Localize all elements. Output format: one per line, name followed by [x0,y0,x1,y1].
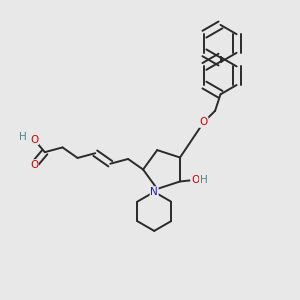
Text: O: O [191,175,199,185]
Text: O: O [30,160,38,170]
Text: N: N [150,187,158,197]
Text: H: H [19,131,27,142]
Text: H: H [200,175,207,185]
Text: O: O [200,117,208,127]
Text: O: O [30,134,38,145]
